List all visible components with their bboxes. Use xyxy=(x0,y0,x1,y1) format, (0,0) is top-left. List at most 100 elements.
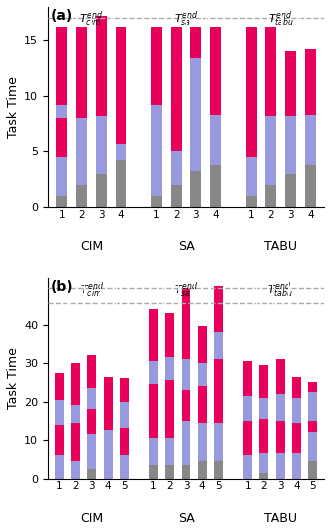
Bar xyxy=(243,455,252,479)
Bar xyxy=(214,461,223,479)
Text: SA: SA xyxy=(178,240,194,253)
Text: $T_{sa}^{end}$: $T_{sa}^{end}$ xyxy=(174,9,198,29)
Text: $T_{cim}^{end}$: $T_{cim}^{end}$ xyxy=(79,9,104,29)
Bar xyxy=(265,185,276,207)
Text: TABU: TABU xyxy=(264,240,297,253)
Bar xyxy=(116,27,126,144)
Bar xyxy=(71,461,80,479)
Bar xyxy=(181,421,190,465)
Bar xyxy=(285,51,296,116)
Bar xyxy=(198,326,207,363)
Bar xyxy=(276,359,285,394)
Bar xyxy=(55,425,64,455)
Text: (a): (a) xyxy=(51,9,73,23)
Bar xyxy=(276,453,285,479)
Bar xyxy=(181,465,190,479)
Bar xyxy=(171,96,182,151)
Bar xyxy=(76,27,87,118)
Bar xyxy=(76,185,87,207)
Bar xyxy=(260,419,268,453)
Bar xyxy=(210,165,221,207)
Bar xyxy=(151,27,162,105)
Bar xyxy=(116,144,126,160)
Bar xyxy=(243,361,252,396)
Bar xyxy=(198,423,207,461)
Text: (b): (b) xyxy=(51,280,73,295)
Bar xyxy=(151,105,162,127)
Bar xyxy=(308,382,317,392)
Text: CIM: CIM xyxy=(80,240,103,253)
Bar xyxy=(305,49,316,115)
Bar xyxy=(171,185,182,207)
Bar xyxy=(104,455,113,479)
Bar xyxy=(181,288,190,359)
Bar xyxy=(55,455,64,479)
Bar xyxy=(243,421,252,455)
Bar xyxy=(165,357,174,380)
Bar xyxy=(210,115,221,165)
Bar xyxy=(308,432,317,461)
Bar xyxy=(149,384,158,438)
Bar xyxy=(276,421,285,453)
Bar xyxy=(190,171,201,207)
Bar xyxy=(190,114,201,171)
Bar xyxy=(116,160,126,207)
Bar xyxy=(260,365,268,398)
Bar xyxy=(120,428,129,455)
Bar xyxy=(276,394,285,421)
Bar xyxy=(246,113,257,157)
Bar xyxy=(292,453,301,479)
Text: TABU: TABU xyxy=(264,512,297,525)
Bar xyxy=(308,421,317,432)
Bar xyxy=(120,378,129,402)
Bar xyxy=(151,196,162,207)
Bar xyxy=(151,127,162,196)
Text: $T_{sa}^{end}$: $T_{sa}^{end}$ xyxy=(174,280,198,300)
Bar xyxy=(120,455,129,479)
Bar xyxy=(285,174,296,207)
Text: $T_{tabu}^{end}$: $T_{tabu}^{end}$ xyxy=(267,9,294,29)
Bar xyxy=(87,434,96,469)
Bar xyxy=(190,58,201,114)
Bar xyxy=(190,27,201,58)
Bar xyxy=(55,372,64,399)
Bar xyxy=(56,27,67,105)
Bar xyxy=(71,423,80,461)
Bar xyxy=(214,359,223,423)
Bar xyxy=(265,116,276,185)
Bar xyxy=(305,165,316,207)
Bar xyxy=(55,399,64,425)
Bar xyxy=(198,363,207,386)
Bar xyxy=(181,359,190,390)
Bar xyxy=(214,423,223,461)
Text: SA: SA xyxy=(178,512,194,525)
Bar xyxy=(305,115,316,165)
Bar xyxy=(87,388,96,409)
Bar xyxy=(285,116,296,174)
Bar xyxy=(260,398,268,419)
Bar xyxy=(171,27,182,96)
Bar xyxy=(71,363,80,405)
Bar xyxy=(292,377,301,398)
Bar xyxy=(56,196,67,207)
Bar xyxy=(308,461,317,479)
Bar xyxy=(210,27,221,115)
Bar xyxy=(292,423,301,453)
Bar xyxy=(104,431,113,455)
Bar xyxy=(308,392,317,421)
Bar xyxy=(96,174,107,207)
Bar xyxy=(87,409,96,434)
Bar xyxy=(165,465,174,479)
Y-axis label: Task Time: Task Time xyxy=(7,348,20,409)
Y-axis label: Task Time: Task Time xyxy=(7,76,20,138)
Bar xyxy=(171,151,182,185)
Bar xyxy=(149,438,158,465)
Bar xyxy=(96,16,107,116)
Bar xyxy=(71,405,80,423)
Bar xyxy=(246,27,257,113)
Bar xyxy=(181,390,190,421)
Bar xyxy=(104,377,113,431)
Bar xyxy=(260,473,268,479)
Bar xyxy=(292,398,301,423)
Text: $T_{cim}^{end}$: $T_{cim}^{end}$ xyxy=(80,280,104,300)
